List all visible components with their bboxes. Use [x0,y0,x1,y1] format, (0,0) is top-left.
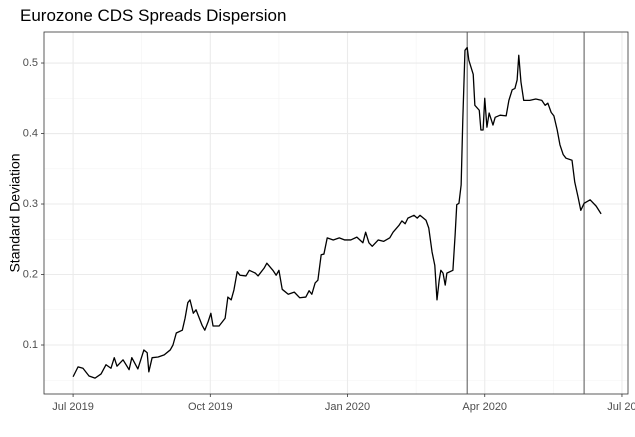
x-tick-label: Jul 20 [607,401,635,413]
x-tick-label: Oct 2019 [188,401,233,413]
y-axis-title: Standard Deviation [7,153,23,272]
y-tick-label: 0.2 [23,268,38,280]
y-tick-label: 0.5 [23,57,38,69]
panel-border [43,31,629,395]
y-tick-label: 0.3 [23,198,38,210]
x-tick-label: Jul 2019 [52,401,94,413]
x-tick-label: Apr 2020 [462,401,507,413]
y-tick-label: 0.4 [23,127,38,139]
data-line [72,46,602,379]
x-tick-label: Jan 2020 [325,401,370,413]
chart-title: Eurozone CDS Spreads Dispersion [20,6,286,25]
y-tick-label: 0.1 [23,339,38,351]
